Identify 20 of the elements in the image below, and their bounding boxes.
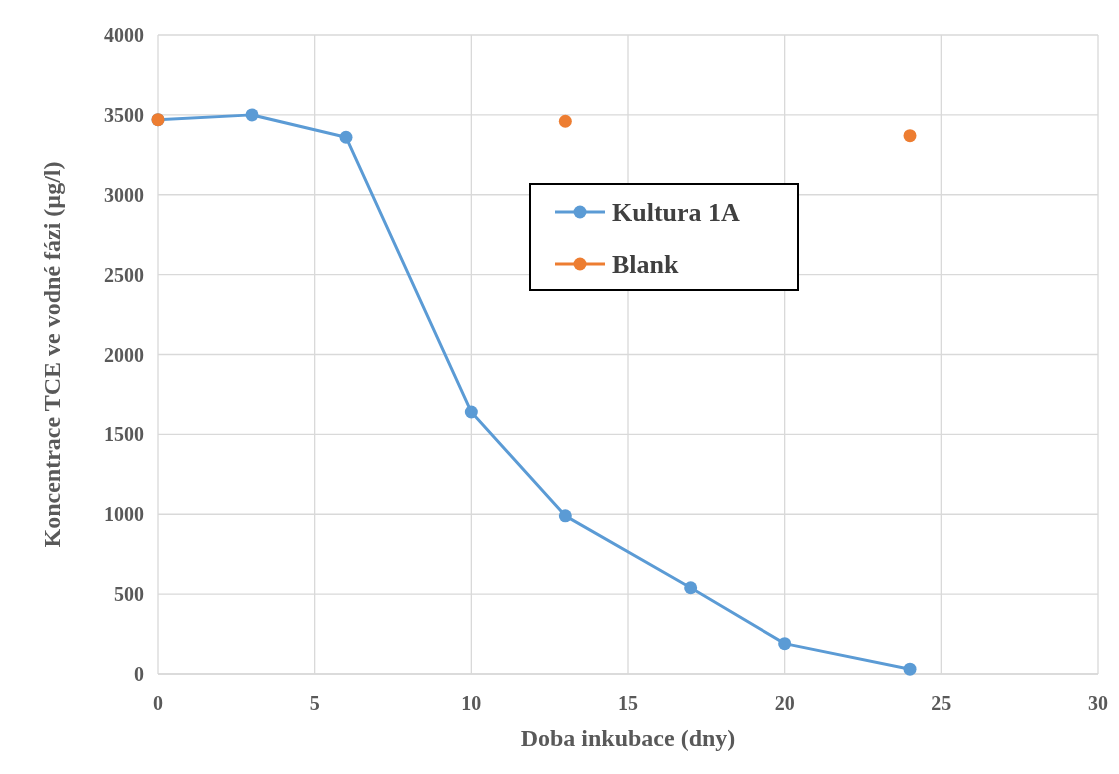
- legend-label: Kultura 1A: [612, 198, 741, 227]
- legend-label: Blank: [612, 250, 680, 279]
- x-tick-label: 30: [1088, 692, 1108, 714]
- y-tick-label: 2000: [104, 343, 144, 366]
- x-tick-label: 10: [461, 692, 482, 714]
- y-tick-label: 500: [114, 583, 144, 606]
- x-tick-label: 5: [309, 692, 320, 714]
- y-tick-label: 0: [134, 663, 144, 685]
- y-tick-label: 3000: [104, 183, 144, 206]
- x-tick-label: 15: [618, 692, 638, 714]
- x-tick-label: 20: [774, 692, 795, 714]
- y-axis-title: Koncentrace TCE ve vodné fázi (µg/l): [39, 161, 65, 548]
- y-tick-label: 1500: [104, 423, 144, 446]
- x-axis-title: Doba inkubace (dny): [520, 725, 736, 751]
- x-tick-label: 0: [153, 692, 163, 714]
- y-tick-label: 1000: [104, 503, 144, 526]
- x-tick-label: 25: [931, 692, 952, 714]
- y-tick-label: 2500: [104, 263, 144, 286]
- y-tick-label: 4000: [104, 24, 144, 46]
- y-tick-label: 3500: [104, 103, 144, 126]
